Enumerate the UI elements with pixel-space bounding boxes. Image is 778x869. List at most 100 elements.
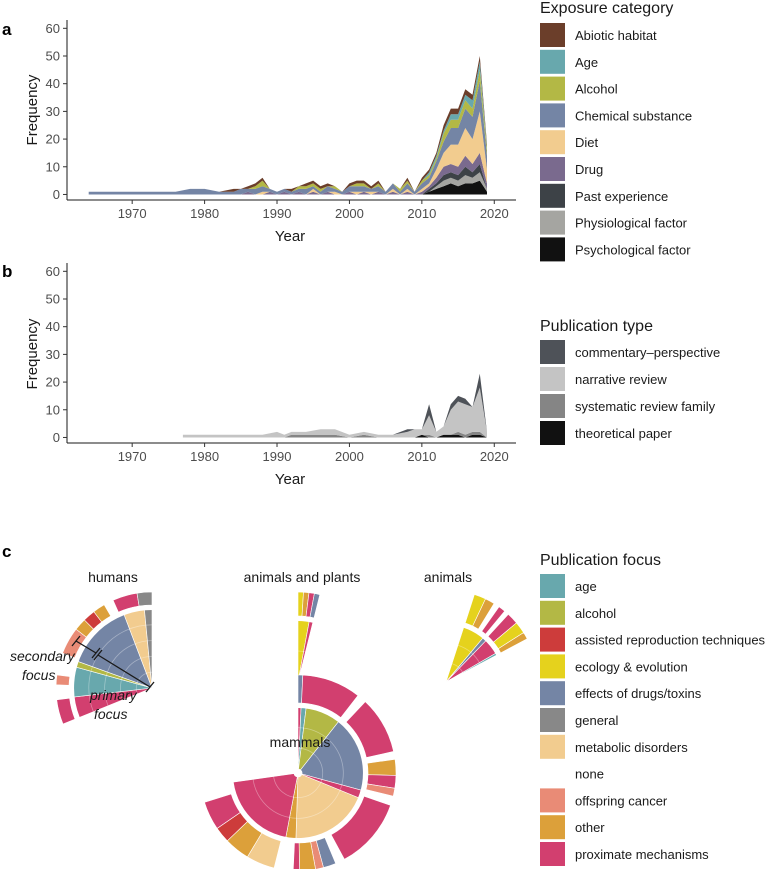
y-tick-label: 50 <box>46 292 60 307</box>
x-axis-title: Year <box>275 228 305 245</box>
x-tick-label: 2010 <box>407 449 436 464</box>
secondary-wedge-proximate-mechanisms <box>330 795 391 860</box>
legend-label-diet: Diet <box>575 135 599 150</box>
pie-group-mammals <box>204 674 397 869</box>
secondary-wedge-other <box>93 604 112 623</box>
secondary-wedge-proximate-mechanisms <box>301 674 359 719</box>
primary-focus-tick-end <box>145 681 155 693</box>
legend-label-narrative-review: narrative review <box>575 372 667 387</box>
legend-label-effects-of-drugs-toxins: effects of drugs/toxins <box>575 686 702 701</box>
legend-label-abiotic-habitat: Abiotic habitat <box>575 28 657 43</box>
y-tick-label: 0 <box>53 430 60 445</box>
legend-swatch-proximate-mechanisms <box>540 842 565 866</box>
area-series-group <box>182 373 487 438</box>
primary-focus-bracket <box>97 654 151 688</box>
legend-label-alcohol: Alcohol <box>575 82 618 97</box>
pie-group-animals <box>445 594 528 683</box>
primary-ring-outline <box>72 608 153 718</box>
ring-gridline <box>252 727 344 819</box>
legend-label-metabolic-disorders: metabolic disorders <box>575 740 688 755</box>
legend-swatch-drug <box>540 157 565 181</box>
legend-swatch-ecology-evolution <box>540 654 565 679</box>
area-series-group <box>88 56 487 195</box>
ring-gridline <box>120 656 153 700</box>
secondary-wedge-other <box>366 758 397 776</box>
focus-annotation: secondary focus primary focus <box>10 635 155 722</box>
secondary-wedge-proximate-mechanisms <box>481 606 506 635</box>
legend-swatch-diet <box>540 130 565 155</box>
y-tick-label: 10 <box>46 402 60 417</box>
secondary-focus-label-2: focus <box>22 667 55 683</box>
legend-swatch-commentary-perspective <box>540 340 565 364</box>
y-tick-label: 30 <box>46 104 60 119</box>
y-tick-label: 40 <box>46 76 60 91</box>
axes: 0 10 20 30 40 50 60 1970 1980 1990 2000 2010 2020 <box>46 263 516 464</box>
x-tick-label: 1990 <box>263 449 292 464</box>
y-tick-label: 50 <box>46 49 60 64</box>
x-tick-label: 1970 <box>118 449 147 464</box>
legend-label-past-experience: Past experience <box>575 189 668 204</box>
secondary-wedge-proximate-mechanisms <box>112 592 140 613</box>
legend-label-other: other <box>575 820 605 835</box>
secondary-wedge-other <box>472 598 495 630</box>
legend-label-assisted-reproduction-techniques: assisted reproduction techniques <box>575 633 766 648</box>
legend-label-systematic-review-family: systematic review family <box>575 399 716 414</box>
publication-focus-pie-charts: humans animals and plants animals mammal… <box>10 552 766 869</box>
secondary-wedge-offspring-cancer <box>55 674 71 686</box>
panel-letter-a: a <box>2 20 12 39</box>
secondary-focus-tick-start <box>71 635 81 647</box>
secondary-focus-tick-end <box>91 647 101 659</box>
legend-title: Publication type <box>540 318 653 335</box>
ring-gridline <box>457 644 481 664</box>
area-theoretical-paper <box>182 434 487 438</box>
legend-swatch-theoretical-paper <box>540 421 565 445</box>
legend-swatch-narrative-review <box>540 367 565 391</box>
panel-letter-b: b <box>2 262 12 281</box>
legend-swatch-age <box>540 574 565 598</box>
publication-type-area-chart: 0 10 20 30 40 50 60 1970 1980 1990 2000 2010 2020 Ye… <box>24 263 720 488</box>
legend-label-alcohol: alcohol <box>575 606 616 621</box>
secondary-wedge-other <box>497 632 528 654</box>
y-tick-label: 0 <box>53 187 60 202</box>
panel-letter-c: c <box>2 542 11 561</box>
legend-label-chemical-substance: Chemical substance <box>575 108 692 123</box>
legend-swatch-effects-of-drugs-toxins <box>540 681 565 706</box>
secondary-wedge-proximate-mechanisms <box>292 842 300 869</box>
legend-label-offspring-cancer: offspring cancer <box>575 793 668 808</box>
secondary-wedge-general <box>136 591 153 607</box>
legend: Publication focus age alcohol assisted rep… <box>540 552 766 866</box>
legend-swatch-age <box>540 49 565 74</box>
area-narrative-review <box>182 387 487 438</box>
legend: Exposure category Abiotic habitat Age Alco… <box>540 0 692 262</box>
area-abiotic-habitat <box>88 56 487 192</box>
ring-gridline <box>104 640 153 706</box>
axes: 0 10 20 30 40 50 60 1970 1980 1990 2000 2010 2020 <box>46 20 516 221</box>
x-tick-label: 1990 <box>263 206 292 221</box>
secondary-wedge-proximate-mechanisms <box>56 697 76 725</box>
legend-swatch-metabolic-disorders <box>540 734 565 759</box>
y-axis-title: Frequency <box>24 318 41 389</box>
legend-swatch-alcohol <box>540 76 565 101</box>
y-tick-label: 40 <box>46 319 60 334</box>
legend-title: Exposure category <box>540 0 673 17</box>
secondary-focus-bracket <box>75 640 97 654</box>
legend-swatch-offspring-cancer <box>540 788 565 813</box>
legend-label-proximate-mechanisms: proximate mechanisms <box>575 847 709 862</box>
group-label-humans: humans <box>88 569 138 585</box>
x-tick-label: 2020 <box>480 449 509 464</box>
primary-focus-label-1: primary <box>89 687 138 703</box>
exposure-category-area-chart: 0 10 20 30 40 50 60 1970 1980 1990 2000 2010 2020 Ye… <box>24 0 692 262</box>
ring-gridline <box>273 747 324 799</box>
primary-focus-label-2: focus <box>94 706 127 722</box>
secondary-wedge-proximate-mechanisms <box>204 793 241 829</box>
y-tick-label: 60 <box>46 21 60 36</box>
legend-label-age: age <box>575 579 597 594</box>
x-tick-label: 2000 <box>335 206 364 221</box>
pie-group-humans <box>55 591 153 725</box>
group-label-mammals: mammals <box>270 734 331 750</box>
legend: Publication type commentary–perspective n… <box>540 318 720 445</box>
legend-swatch-other <box>540 815 565 840</box>
legend-label-theoretical-paper: theoretical paper <box>575 426 673 441</box>
pie-groups <box>55 591 528 869</box>
